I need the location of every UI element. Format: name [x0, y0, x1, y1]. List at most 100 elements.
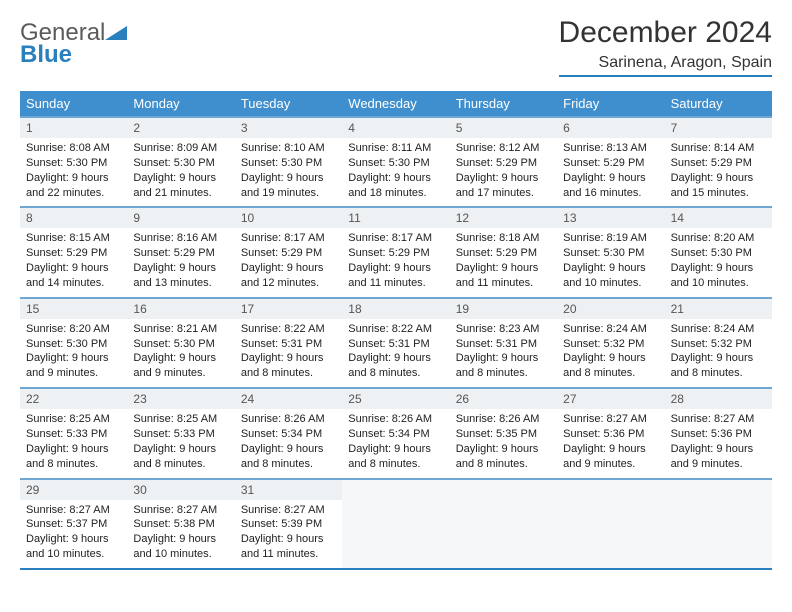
day-cell: 20Sunrise: 8:24 AMSunset: 5:32 PMDayligh…: [557, 297, 664, 387]
day-number: 6: [557, 118, 664, 138]
day-cell: 1Sunrise: 8:08 AMSunset: 5:30 PMDaylight…: [20, 116, 127, 206]
sunrise-line: Sunrise: 8:20 AM: [671, 231, 766, 246]
sunrise-line: Sunrise: 8:24 AM: [563, 322, 658, 337]
day-body: Sunrise: 8:12 AMSunset: 5:29 PMDaylight:…: [450, 138, 557, 206]
day-body: Sunrise: 8:27 AMSunset: 5:38 PMDaylight:…: [127, 500, 234, 568]
daylight-line: Daylight: 9 hours and 10 minutes.: [26, 532, 121, 562]
empty-cell: ..: [557, 478, 664, 568]
sunset-line: Sunset: 5:31 PM: [241, 337, 336, 352]
sunrise-line: Sunrise: 8:27 AM: [133, 503, 228, 518]
daylight-line: Daylight: 9 hours and 9 minutes.: [26, 351, 121, 381]
day-cell: 14Sunrise: 8:20 AMSunset: 5:30 PMDayligh…: [665, 206, 772, 296]
day-number: 31: [235, 480, 342, 500]
day-number: 27: [557, 389, 664, 409]
sunset-line: Sunset: 5:36 PM: [671, 427, 766, 442]
triangle-icon: [105, 22, 127, 44]
calendar-grid: SundayMondayTuesdayWednesdayThursdayFrid…: [20, 91, 772, 570]
sunrise-line: Sunrise: 8:08 AM: [26, 141, 121, 156]
daylight-line: Daylight: 9 hours and 11 minutes.: [456, 261, 551, 291]
daylight-line: Daylight: 9 hours and 9 minutes.: [563, 442, 658, 472]
day-body: Sunrise: 8:14 AMSunset: 5:29 PMDaylight:…: [665, 138, 772, 206]
day-cell: 5Sunrise: 8:12 AMSunset: 5:29 PMDaylight…: [450, 116, 557, 206]
empty-cell: ..: [342, 478, 449, 568]
sunset-line: Sunset: 5:33 PM: [133, 427, 228, 442]
daylight-line: Daylight: 9 hours and 11 minutes.: [348, 261, 443, 291]
daylight-line: Daylight: 9 hours and 15 minutes.: [671, 171, 766, 201]
sunrise-line: Sunrise: 8:24 AM: [671, 322, 766, 337]
sunset-line: Sunset: 5:32 PM: [563, 337, 658, 352]
day-cell: 8Sunrise: 8:15 AMSunset: 5:29 PMDaylight…: [20, 206, 127, 296]
sunrise-line: Sunrise: 8:22 AM: [241, 322, 336, 337]
day-cell: 29Sunrise: 8:27 AMSunset: 5:37 PMDayligh…: [20, 478, 127, 568]
day-number: 13: [557, 208, 664, 228]
day-body: Sunrise: 8:13 AMSunset: 5:29 PMDaylight:…: [557, 138, 664, 206]
day-cell: 23Sunrise: 8:25 AMSunset: 5:33 PMDayligh…: [127, 387, 234, 477]
day-number: 17: [235, 299, 342, 319]
sunrise-line: Sunrise: 8:27 AM: [563, 412, 658, 427]
day-number: 18: [342, 299, 449, 319]
daylight-line: Daylight: 9 hours and 8 minutes.: [456, 442, 551, 472]
weekday-header: Saturday: [665, 91, 772, 116]
header: General Blue December 2024 Sarinena, Ara…: [20, 16, 772, 77]
weekday-header: Wednesday: [342, 91, 449, 116]
day-number: 2: [127, 118, 234, 138]
daylight-line: Daylight: 9 hours and 17 minutes.: [456, 171, 551, 201]
daylight-line: Daylight: 9 hours and 14 minutes.: [26, 261, 121, 291]
daylight-line: Daylight: 9 hours and 18 minutes.: [348, 171, 443, 201]
day-cell: 12Sunrise: 8:18 AMSunset: 5:29 PMDayligh…: [450, 206, 557, 296]
empty-cell: ..: [450, 478, 557, 568]
day-number: 21: [665, 299, 772, 319]
page-title: December 2024: [559, 16, 772, 50]
day-cell: 15Sunrise: 8:20 AMSunset: 5:30 PMDayligh…: [20, 297, 127, 387]
day-number: 4: [342, 118, 449, 138]
day-body: Sunrise: 8:08 AMSunset: 5:30 PMDaylight:…: [20, 138, 127, 206]
sunset-line: Sunset: 5:29 PM: [456, 246, 551, 261]
day-cell: 26Sunrise: 8:26 AMSunset: 5:35 PMDayligh…: [450, 387, 557, 477]
sunrise-line: Sunrise: 8:25 AM: [133, 412, 228, 427]
day-number: 5: [450, 118, 557, 138]
sunset-line: Sunset: 5:29 PM: [671, 156, 766, 171]
day-body: Sunrise: 8:10 AMSunset: 5:30 PMDaylight:…: [235, 138, 342, 206]
empty-cell: ..: [665, 478, 772, 568]
sunrise-line: Sunrise: 8:17 AM: [348, 231, 443, 246]
sunset-line: Sunset: 5:31 PM: [348, 337, 443, 352]
day-number: 12: [450, 208, 557, 228]
day-body: Sunrise: 8:26 AMSunset: 5:34 PMDaylight:…: [342, 409, 449, 477]
sunrise-line: Sunrise: 8:22 AM: [348, 322, 443, 337]
daylight-line: Daylight: 9 hours and 8 minutes.: [26, 442, 121, 472]
weekday-header: Thursday: [450, 91, 557, 116]
day-body: Sunrise: 8:27 AMSunset: 5:36 PMDaylight:…: [665, 409, 772, 477]
day-number: 15: [20, 299, 127, 319]
day-number: 10: [235, 208, 342, 228]
day-cell: 28Sunrise: 8:27 AMSunset: 5:36 PMDayligh…: [665, 387, 772, 477]
daylight-line: Daylight: 9 hours and 8 minutes.: [671, 351, 766, 381]
day-body: Sunrise: 8:20 AMSunset: 5:30 PMDaylight:…: [20, 319, 127, 387]
sunset-line: Sunset: 5:39 PM: [241, 517, 336, 532]
day-cell: 17Sunrise: 8:22 AMSunset: 5:31 PMDayligh…: [235, 297, 342, 387]
daylight-line: Daylight: 9 hours and 22 minutes.: [26, 171, 121, 201]
weekday-header: Sunday: [20, 91, 127, 116]
page-subtitle: Sarinena, Aragon, Spain: [559, 54, 772, 77]
day-cell: 18Sunrise: 8:22 AMSunset: 5:31 PMDayligh…: [342, 297, 449, 387]
day-body: Sunrise: 8:18 AMSunset: 5:29 PMDaylight:…: [450, 228, 557, 296]
day-body: Sunrise: 8:27 AMSunset: 5:36 PMDaylight:…: [557, 409, 664, 477]
daylight-line: Daylight: 9 hours and 21 minutes.: [133, 171, 228, 201]
day-cell: 4Sunrise: 8:11 AMSunset: 5:30 PMDaylight…: [342, 116, 449, 206]
day-number: 14: [665, 208, 772, 228]
day-cell: 7Sunrise: 8:14 AMSunset: 5:29 PMDaylight…: [665, 116, 772, 206]
day-number: 8: [20, 208, 127, 228]
day-cell: 6Sunrise: 8:13 AMSunset: 5:29 PMDaylight…: [557, 116, 664, 206]
sunset-line: Sunset: 5:30 PM: [348, 156, 443, 171]
sunrise-line: Sunrise: 8:25 AM: [26, 412, 121, 427]
sunrise-line: Sunrise: 8:17 AM: [241, 231, 336, 246]
day-cell: 2Sunrise: 8:09 AMSunset: 5:30 PMDaylight…: [127, 116, 234, 206]
day-number: 16: [127, 299, 234, 319]
sunrise-line: Sunrise: 8:16 AM: [133, 231, 228, 246]
day-body: Sunrise: 8:27 AMSunset: 5:37 PMDaylight:…: [20, 500, 127, 568]
day-body: Sunrise: 8:19 AMSunset: 5:30 PMDaylight:…: [557, 228, 664, 296]
weekday-header: Friday: [557, 91, 664, 116]
day-number: 19: [450, 299, 557, 319]
daylight-line: Daylight: 9 hours and 13 minutes.: [133, 261, 228, 291]
sunset-line: Sunset: 5:30 PM: [671, 246, 766, 261]
daylight-line: Daylight: 9 hours and 10 minutes.: [563, 261, 658, 291]
